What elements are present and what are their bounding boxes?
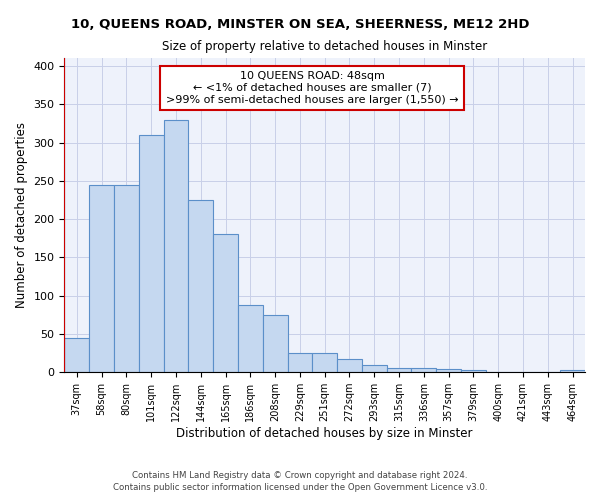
Bar (114, 184, 139, 372)
Bar (412, 368, 436, 372)
Y-axis label: Number of detached properties: Number of detached properties (15, 122, 28, 308)
Bar (337, 359, 362, 372)
Bar (213, 234, 238, 372)
Bar (139, 135, 164, 372)
Bar (164, 120, 188, 372)
Bar (386, 368, 412, 372)
Bar (461, 370, 486, 372)
Bar (362, 366, 386, 372)
Bar (238, 305, 263, 372)
X-axis label: Distribution of detached houses by size in Minster: Distribution of detached houses by size … (176, 427, 473, 440)
Bar (64, 338, 89, 372)
Bar (313, 353, 337, 372)
Text: Contains HM Land Registry data © Crown copyright and database right 2024.
Contai: Contains HM Land Registry data © Crown c… (113, 470, 487, 492)
Bar (263, 315, 287, 372)
Text: 10, QUEENS ROAD, MINSTER ON SEA, SHEERNESS, ME12 2HD: 10, QUEENS ROAD, MINSTER ON SEA, SHEERNE… (71, 18, 529, 30)
Bar (287, 353, 313, 372)
Text: 10 QUEENS ROAD: 48sqm
← <1% of detached houses are smaller (7)
>99% of semi-deta: 10 QUEENS ROAD: 48sqm ← <1% of detached … (166, 72, 458, 104)
Bar (188, 200, 213, 372)
Bar (436, 369, 461, 372)
Bar (560, 370, 585, 372)
Title: Size of property relative to detached houses in Minster: Size of property relative to detached ho… (162, 40, 487, 53)
Bar (89, 184, 114, 372)
